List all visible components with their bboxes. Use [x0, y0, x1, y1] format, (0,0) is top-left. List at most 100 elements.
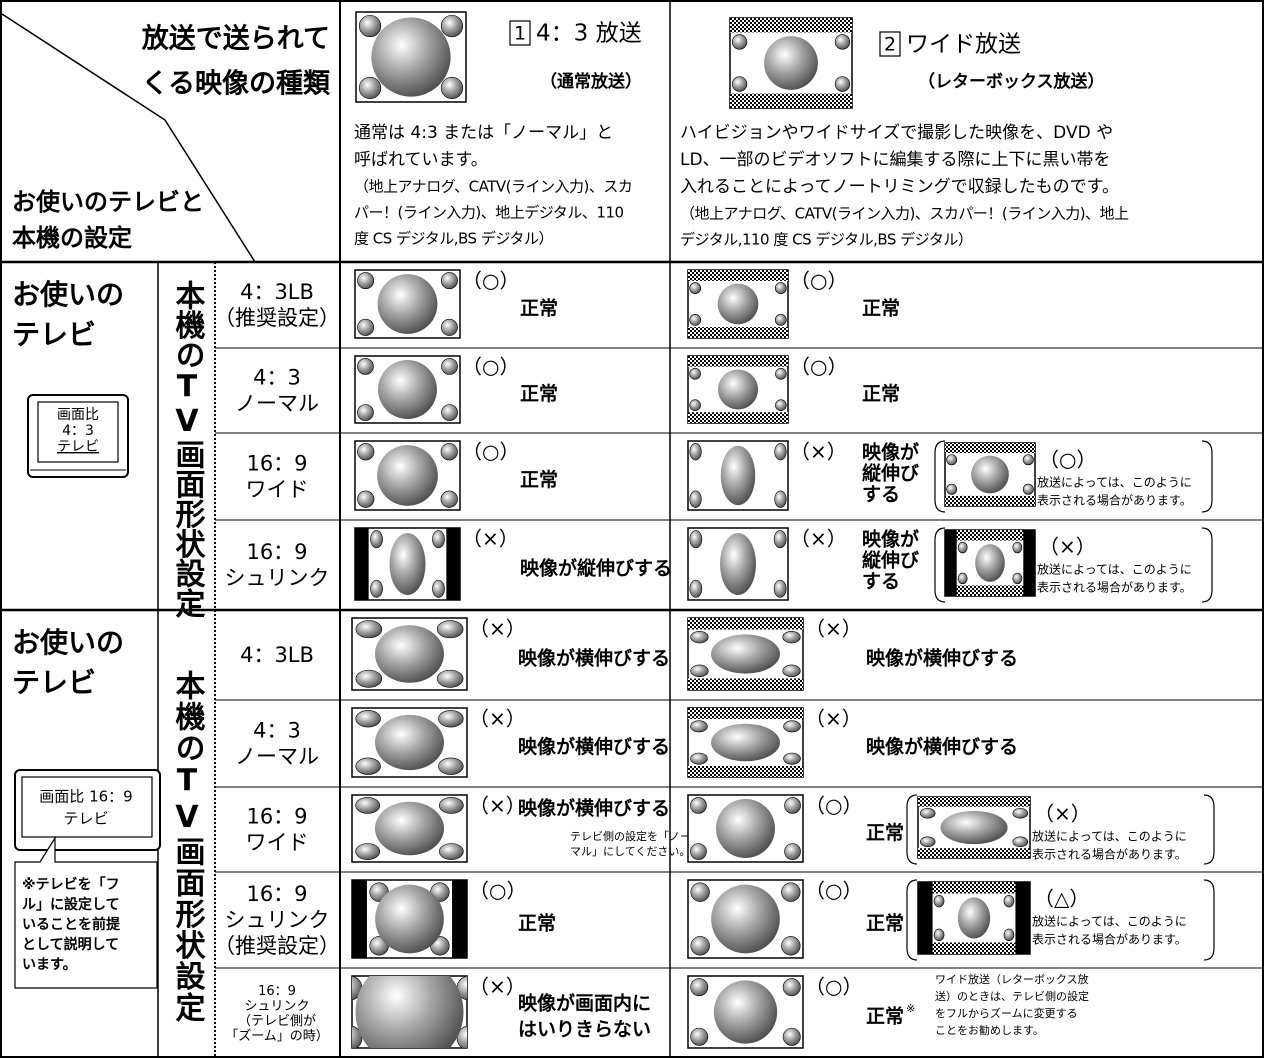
small-ball: [783, 752, 801, 765]
result-mark: （○）: [462, 269, 519, 293]
small-ball: [834, 76, 851, 92]
result-note: 送）のときは、テレビ側の設定: [935, 989, 1089, 1003]
small-ball: [774, 490, 787, 508]
picture-content: [355, 620, 464, 688]
small-ball: [357, 404, 374, 421]
ball: [716, 799, 775, 858]
small-ball: [432, 579, 445, 598]
result-mark: （×）: [805, 707, 862, 731]
letterbox-bar: [918, 848, 1030, 858]
setting-name: 16：9: [246, 540, 307, 564]
result-text: 映像が画面内に: [518, 992, 651, 1015]
small-ball: [357, 358, 374, 375]
ball: [711, 634, 780, 674]
small-ball: [946, 454, 958, 466]
small-ball: [358, 14, 382, 38]
column-title: ワイド放送: [906, 32, 1021, 58]
ball: [940, 810, 1008, 845]
small-ball: [689, 282, 702, 294]
picture-content: [370, 530, 445, 598]
picture-thumbnail: [687, 269, 789, 339]
small-ball: [432, 530, 445, 549]
small-ball: [690, 843, 707, 860]
result-text: はいりきらない: [518, 1019, 651, 1041]
small-ball: [782, 1027, 801, 1046]
small-ball: [774, 282, 787, 294]
small-ball: [689, 368, 701, 380]
result-mark: （○）: [805, 879, 862, 903]
ball: [378, 360, 437, 419]
small-ball: [355, 797, 381, 814]
small-ball: [957, 572, 968, 585]
setting-name: 16：9: [258, 984, 296, 999]
column-description: LD、一部のビデオソフトに編集する際に上下に黒い帯を: [680, 149, 1111, 170]
result-mark: （×）: [1039, 535, 1096, 559]
result-text: 映像が横伸びする: [518, 735, 670, 758]
letterbox-bar: [688, 618, 803, 630]
ball: [375, 714, 444, 771]
picture-content: [689, 530, 787, 598]
letterbox-bar: [688, 356, 788, 367]
bracket: [906, 794, 918, 865]
picture-thumbnail: [687, 879, 804, 959]
picture-content: [352, 976, 467, 1048]
picture-content: [690, 978, 801, 1046]
small-ball: [690, 882, 710, 902]
result-text: 正常: [866, 912, 904, 935]
setting-name: ノーマル: [235, 392, 319, 416]
picture-thumbnail: [351, 879, 468, 959]
result-note: 放送によっては、このように: [1037, 475, 1192, 490]
ball: [957, 897, 991, 939]
picture-content: [689, 443, 787, 508]
result-note: 表示される場合があります。: [1037, 580, 1192, 595]
side-bar: [452, 880, 467, 958]
small-ball: [357, 490, 375, 508]
small-ball: [1012, 541, 1023, 554]
ball: [377, 445, 438, 506]
result-mark: （×）: [469, 975, 526, 999]
small-ball: [438, 710, 464, 728]
result-mark: （○）: [469, 879, 526, 903]
letterbox-bar: [945, 443, 1035, 454]
result-note: ことをお勧めします。: [935, 1023, 1044, 1037]
side-bar: [352, 880, 367, 958]
small-ball: [355, 757, 381, 775]
column-number: 2: [884, 34, 896, 56]
side-bar: [355, 528, 369, 600]
picture-thumbnail: [687, 707, 804, 778]
column-channels: パー！(ライン入力)、地上デジタル、110: [354, 204, 624, 222]
tv-label: お使いの: [12, 278, 124, 311]
callout: [14, 835, 158, 989]
small-ball: [689, 579, 703, 598]
setting-name: 4：3: [253, 719, 301, 743]
tv-label: お使いの: [12, 626, 124, 659]
result-note: 放送によっては、このように: [1032, 914, 1187, 929]
result-text: する: [862, 484, 900, 506]
setting-label-vertical: 本機のTV画面形状設定: [170, 670, 206, 1023]
bracket: [1203, 879, 1215, 961]
small-ball: [438, 843, 464, 860]
column-subtitle: （レターボックス放送）: [918, 71, 1105, 92]
small-ball: [1022, 483, 1034, 495]
small-ball: [731, 34, 748, 50]
tv-label: テレビ: [12, 666, 96, 699]
result-mark: （×）: [469, 794, 526, 818]
letterbox-bar: [945, 530, 1035, 541]
picture-thumbnail: [355, 11, 467, 103]
result-text: 映像が横伸びする: [866, 735, 1018, 758]
corner-bottom-label: 本機の設定: [12, 224, 132, 252]
small-ball: [690, 752, 708, 765]
column-description: ハイビジョンやワイドサイズで撮影した映像を、DVD や: [680, 123, 1113, 143]
column-number: 1: [514, 23, 526, 45]
result-mark: （×）: [462, 527, 519, 551]
result-note: マル」にしてください。: [570, 845, 690, 858]
number-box: [879, 31, 901, 57]
bracket: [934, 527, 946, 603]
ball: [377, 274, 438, 334]
callout-note: います。: [22, 957, 77, 973]
small-ball: [355, 710, 381, 728]
result-text: 映像が: [862, 441, 919, 464]
small-ball: [784, 843, 801, 860]
